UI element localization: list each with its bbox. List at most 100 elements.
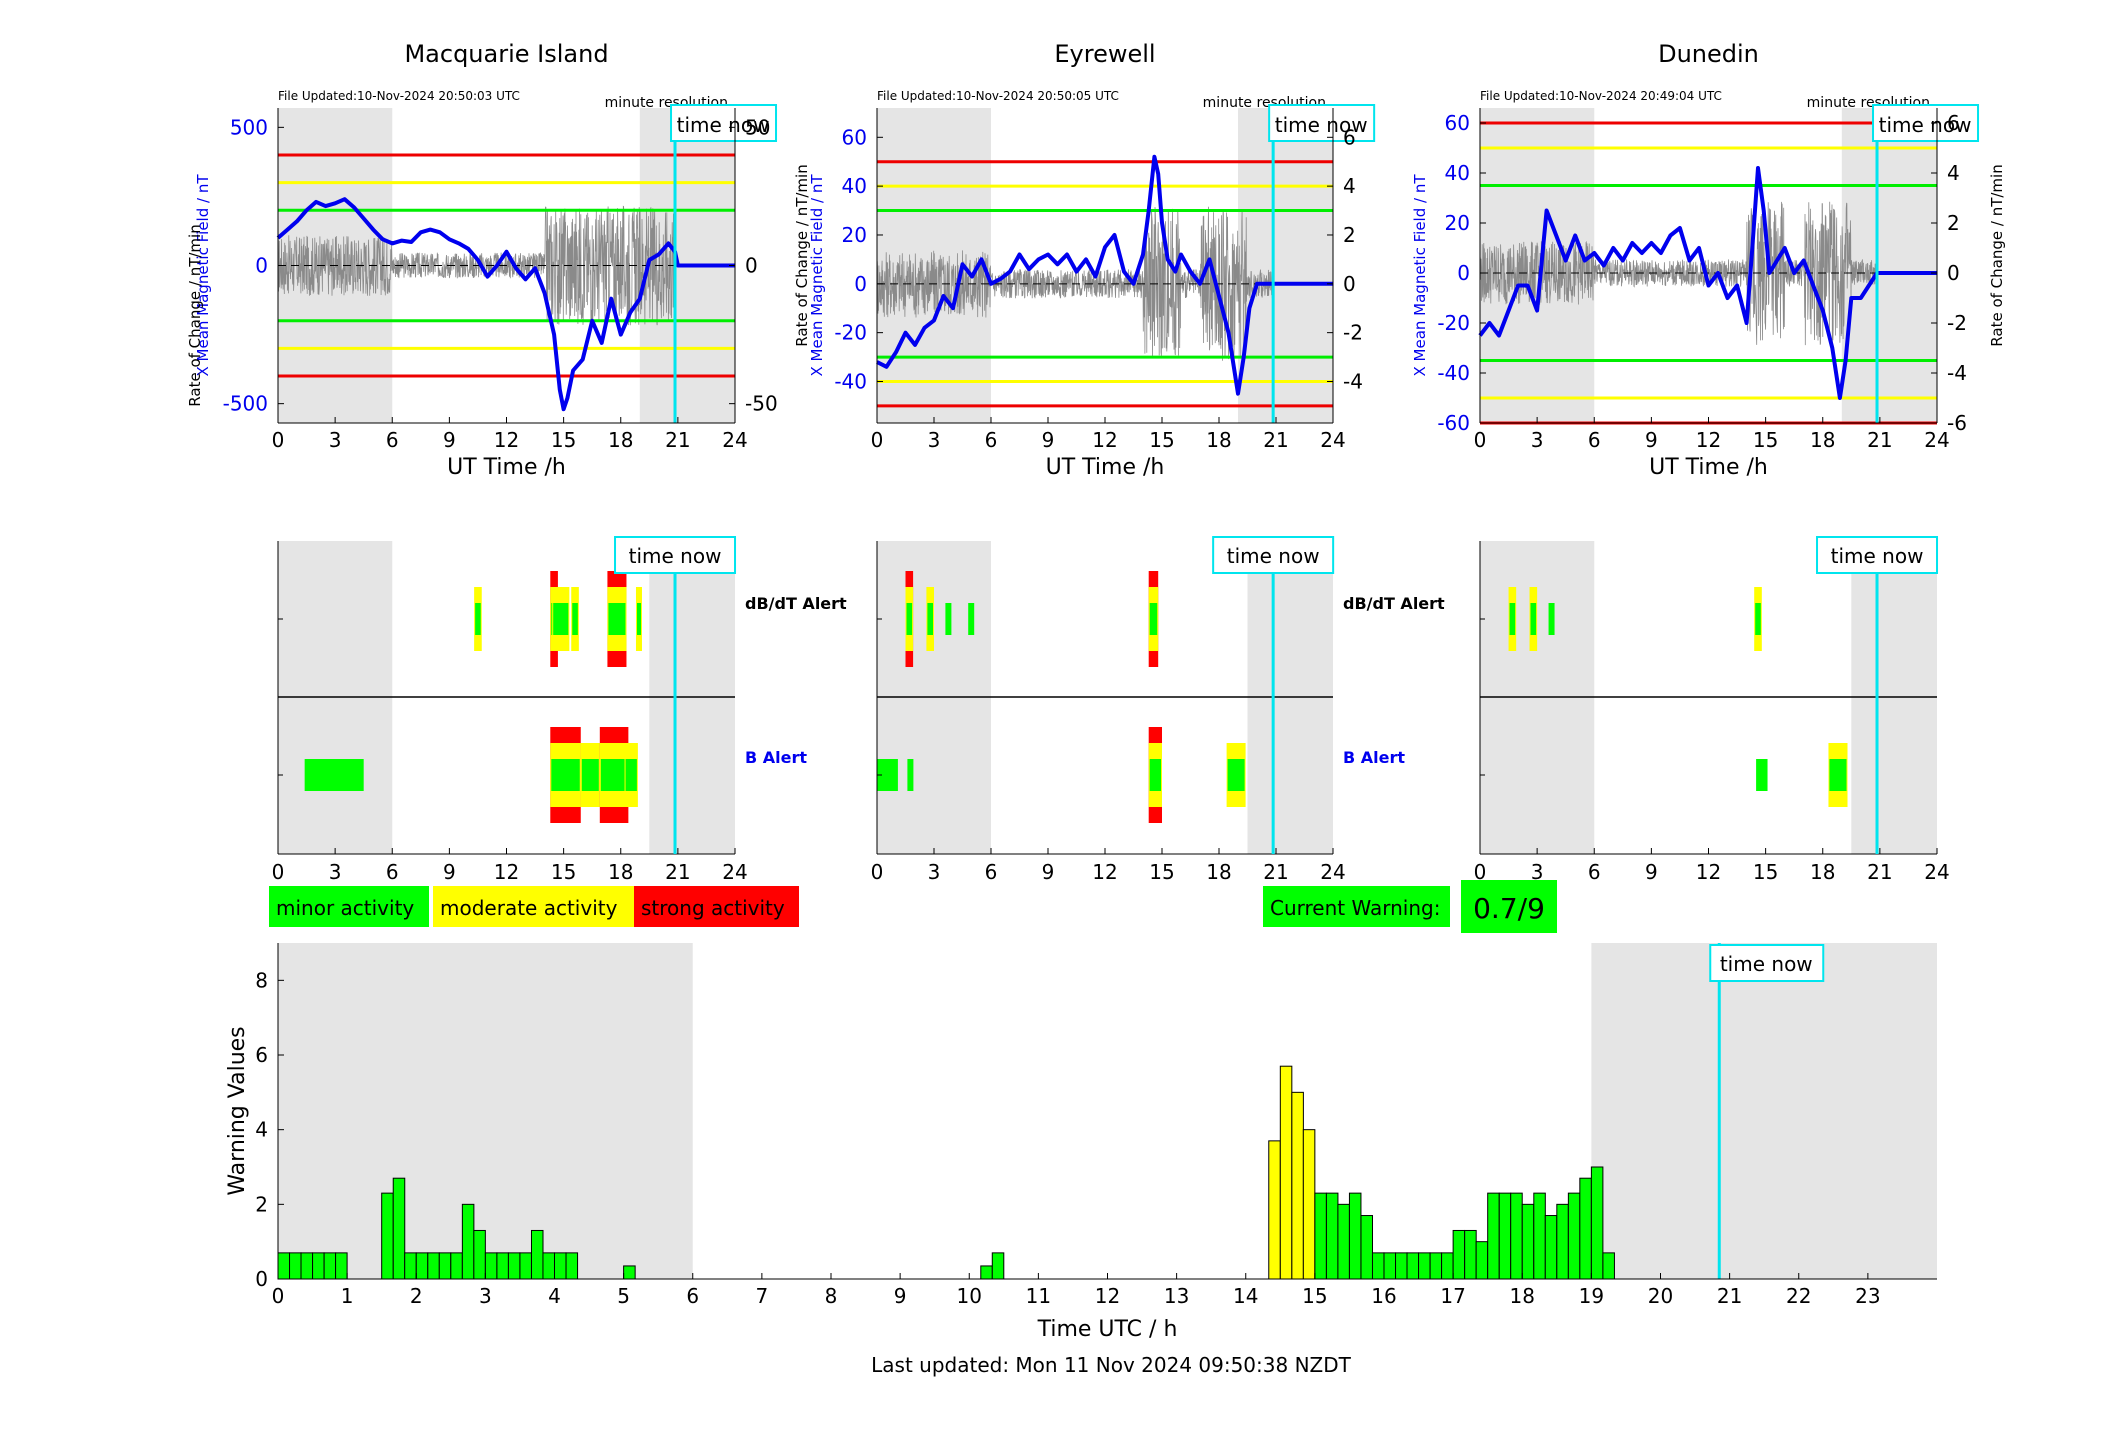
y2-tick-label: 4 xyxy=(1343,174,1356,198)
time-now-box xyxy=(670,104,778,142)
warning-bar xyxy=(289,1252,302,1280)
x-tick-label: 1 xyxy=(341,1284,354,1308)
y-tick-label: 60 xyxy=(842,125,867,149)
x-tick-label: 18 xyxy=(608,428,633,452)
dbdt-alert-minor-mark xyxy=(1548,603,1555,635)
x-tick-label: 20 xyxy=(1648,1284,1673,1308)
x-tick-label: 16 xyxy=(1371,1284,1396,1308)
y2-tick-label: 4 xyxy=(1947,161,1960,185)
x-tick-label: 18 xyxy=(1510,1284,1535,1308)
y2-tick-label: 6 xyxy=(1343,125,1356,149)
y2-tick-label: 50 xyxy=(745,115,770,139)
b-alert-minor-mark xyxy=(907,759,914,791)
time-now-label: time now xyxy=(1227,544,1320,568)
x-axis-label: Time UTC / h xyxy=(1037,1317,1178,1342)
warning-bar xyxy=(1590,1166,1604,1280)
y-tick-label: -20 xyxy=(834,321,867,345)
x-tick-label: 15 xyxy=(551,428,576,452)
station-title: Macquarie Island xyxy=(404,40,608,68)
warning-bar xyxy=(530,1229,544,1280)
y2-tick-label: -2 xyxy=(1947,311,1967,335)
dbdt-alert-minor-mark xyxy=(475,603,481,635)
y2-tick-label: -4 xyxy=(1343,369,1363,393)
warning-bar xyxy=(991,1252,1005,1280)
warning-bar xyxy=(1383,1252,1397,1280)
strong-legend-swatch xyxy=(634,886,799,927)
x-tick-label: 21 xyxy=(665,428,690,452)
x-tick-label: 6 xyxy=(686,1284,699,1308)
x-tick-label: 3 xyxy=(1531,428,1544,452)
x-tick-label: 21 xyxy=(665,860,690,884)
x-tick-label: 6 xyxy=(985,428,998,452)
y-axis-title: X Mean Magnetic Field / nT xyxy=(808,174,826,377)
station-title: Eyrewell xyxy=(1054,40,1155,68)
moderate-legend-swatch xyxy=(433,886,634,927)
warning-bar xyxy=(1475,1241,1489,1280)
x-tick-label: 24 xyxy=(722,860,747,884)
y2-axis-title: Rate of Change / nT/min xyxy=(793,164,811,346)
y2-tick-label: -6 xyxy=(1947,411,1967,435)
x-tick-label: 9 xyxy=(1042,860,1055,884)
y2-tick-label: 2 xyxy=(1947,211,1960,235)
x-tick-label: 21 xyxy=(1263,428,1288,452)
x-tick-label: 24 xyxy=(1320,860,1345,884)
warning-bar xyxy=(438,1252,452,1280)
y-tick-label: 20 xyxy=(842,223,867,247)
night-shade xyxy=(278,943,693,1279)
y-axis-title: X Mean Magnetic Field / nT xyxy=(1411,174,1429,377)
warning-bar xyxy=(484,1252,498,1280)
x-tick-label: 15 xyxy=(1149,428,1174,452)
warning-bar xyxy=(1510,1192,1523,1280)
station-chart-3: Dunedin File Updated:10-Nov-2024 20:49:04… xyxy=(1411,40,2006,480)
y-tick-label: -500 xyxy=(223,392,268,416)
x-tick-label: 18 xyxy=(1810,428,1835,452)
y2-tick-label: 0 xyxy=(745,254,758,278)
time-now-box xyxy=(1816,536,1939,574)
x-tick-label: 9 xyxy=(1645,860,1658,884)
dbdt-alert-minor-mark xyxy=(608,603,626,635)
minor-legend-label: minor activity xyxy=(276,896,414,920)
rate-of-change-line xyxy=(876,206,1274,361)
warning-bar xyxy=(323,1252,337,1280)
x-tick-label: 18 xyxy=(1206,860,1231,884)
warning-bar xyxy=(1579,1177,1592,1280)
warning-bar xyxy=(1406,1252,1420,1280)
warning-bar xyxy=(1602,1252,1615,1280)
current-warning-value-box xyxy=(1461,880,1557,933)
y-tick-label: -40 xyxy=(1437,361,1470,385)
x-tick-label: 21 xyxy=(1263,860,1288,884)
x-tick-label: 12 xyxy=(494,860,519,884)
y-tick-label: 20 xyxy=(1445,211,1470,235)
y-tick-label: 0 xyxy=(1457,261,1470,285)
warning-bar xyxy=(461,1203,475,1280)
b-alert-minor-mark xyxy=(1756,759,1768,791)
last-updated-text: Last updated: Mon 11 Nov 2024 09:50:38 N… xyxy=(871,1353,1352,1377)
warning-bar xyxy=(1371,1252,1385,1280)
y-tick-label: 500 xyxy=(230,115,268,139)
night-shade xyxy=(1591,943,1937,1279)
x-tick-label: 24 xyxy=(722,428,747,452)
time-now-label: time now xyxy=(1275,113,1368,137)
warning-bar xyxy=(312,1252,325,1280)
y-tick-label: 4 xyxy=(255,1118,268,1142)
time-now-box xyxy=(614,536,737,574)
y-tick-label: -20 xyxy=(1437,311,1470,335)
y-tick-label: 6 xyxy=(255,1043,268,1067)
alert-panel-3: time now 0 3 6 9 12 15 18 21 24 xyxy=(1474,536,1950,884)
activity-legend: minor activity moderate activity strong ac… xyxy=(269,880,1557,933)
x-tick-label: 17 xyxy=(1440,1284,1465,1308)
time-now-label: time now xyxy=(1720,952,1813,976)
x-tick-label: 18 xyxy=(608,860,633,884)
time-now-box xyxy=(1709,944,1825,982)
current-warning-value: 0.7/9 xyxy=(1473,892,1545,925)
time-now-label: time now xyxy=(629,544,722,568)
y-tick-label: -60 xyxy=(1437,411,1470,435)
y2-tick-label: -4 xyxy=(1947,361,1967,385)
x-tick-label: 15 xyxy=(1753,860,1778,884)
x-tick-label: 2 xyxy=(410,1284,423,1308)
b-alert-minor-mark xyxy=(581,759,599,791)
x-tick-label: 18 xyxy=(1206,428,1231,452)
x-tick-label: 24 xyxy=(1924,860,1949,884)
